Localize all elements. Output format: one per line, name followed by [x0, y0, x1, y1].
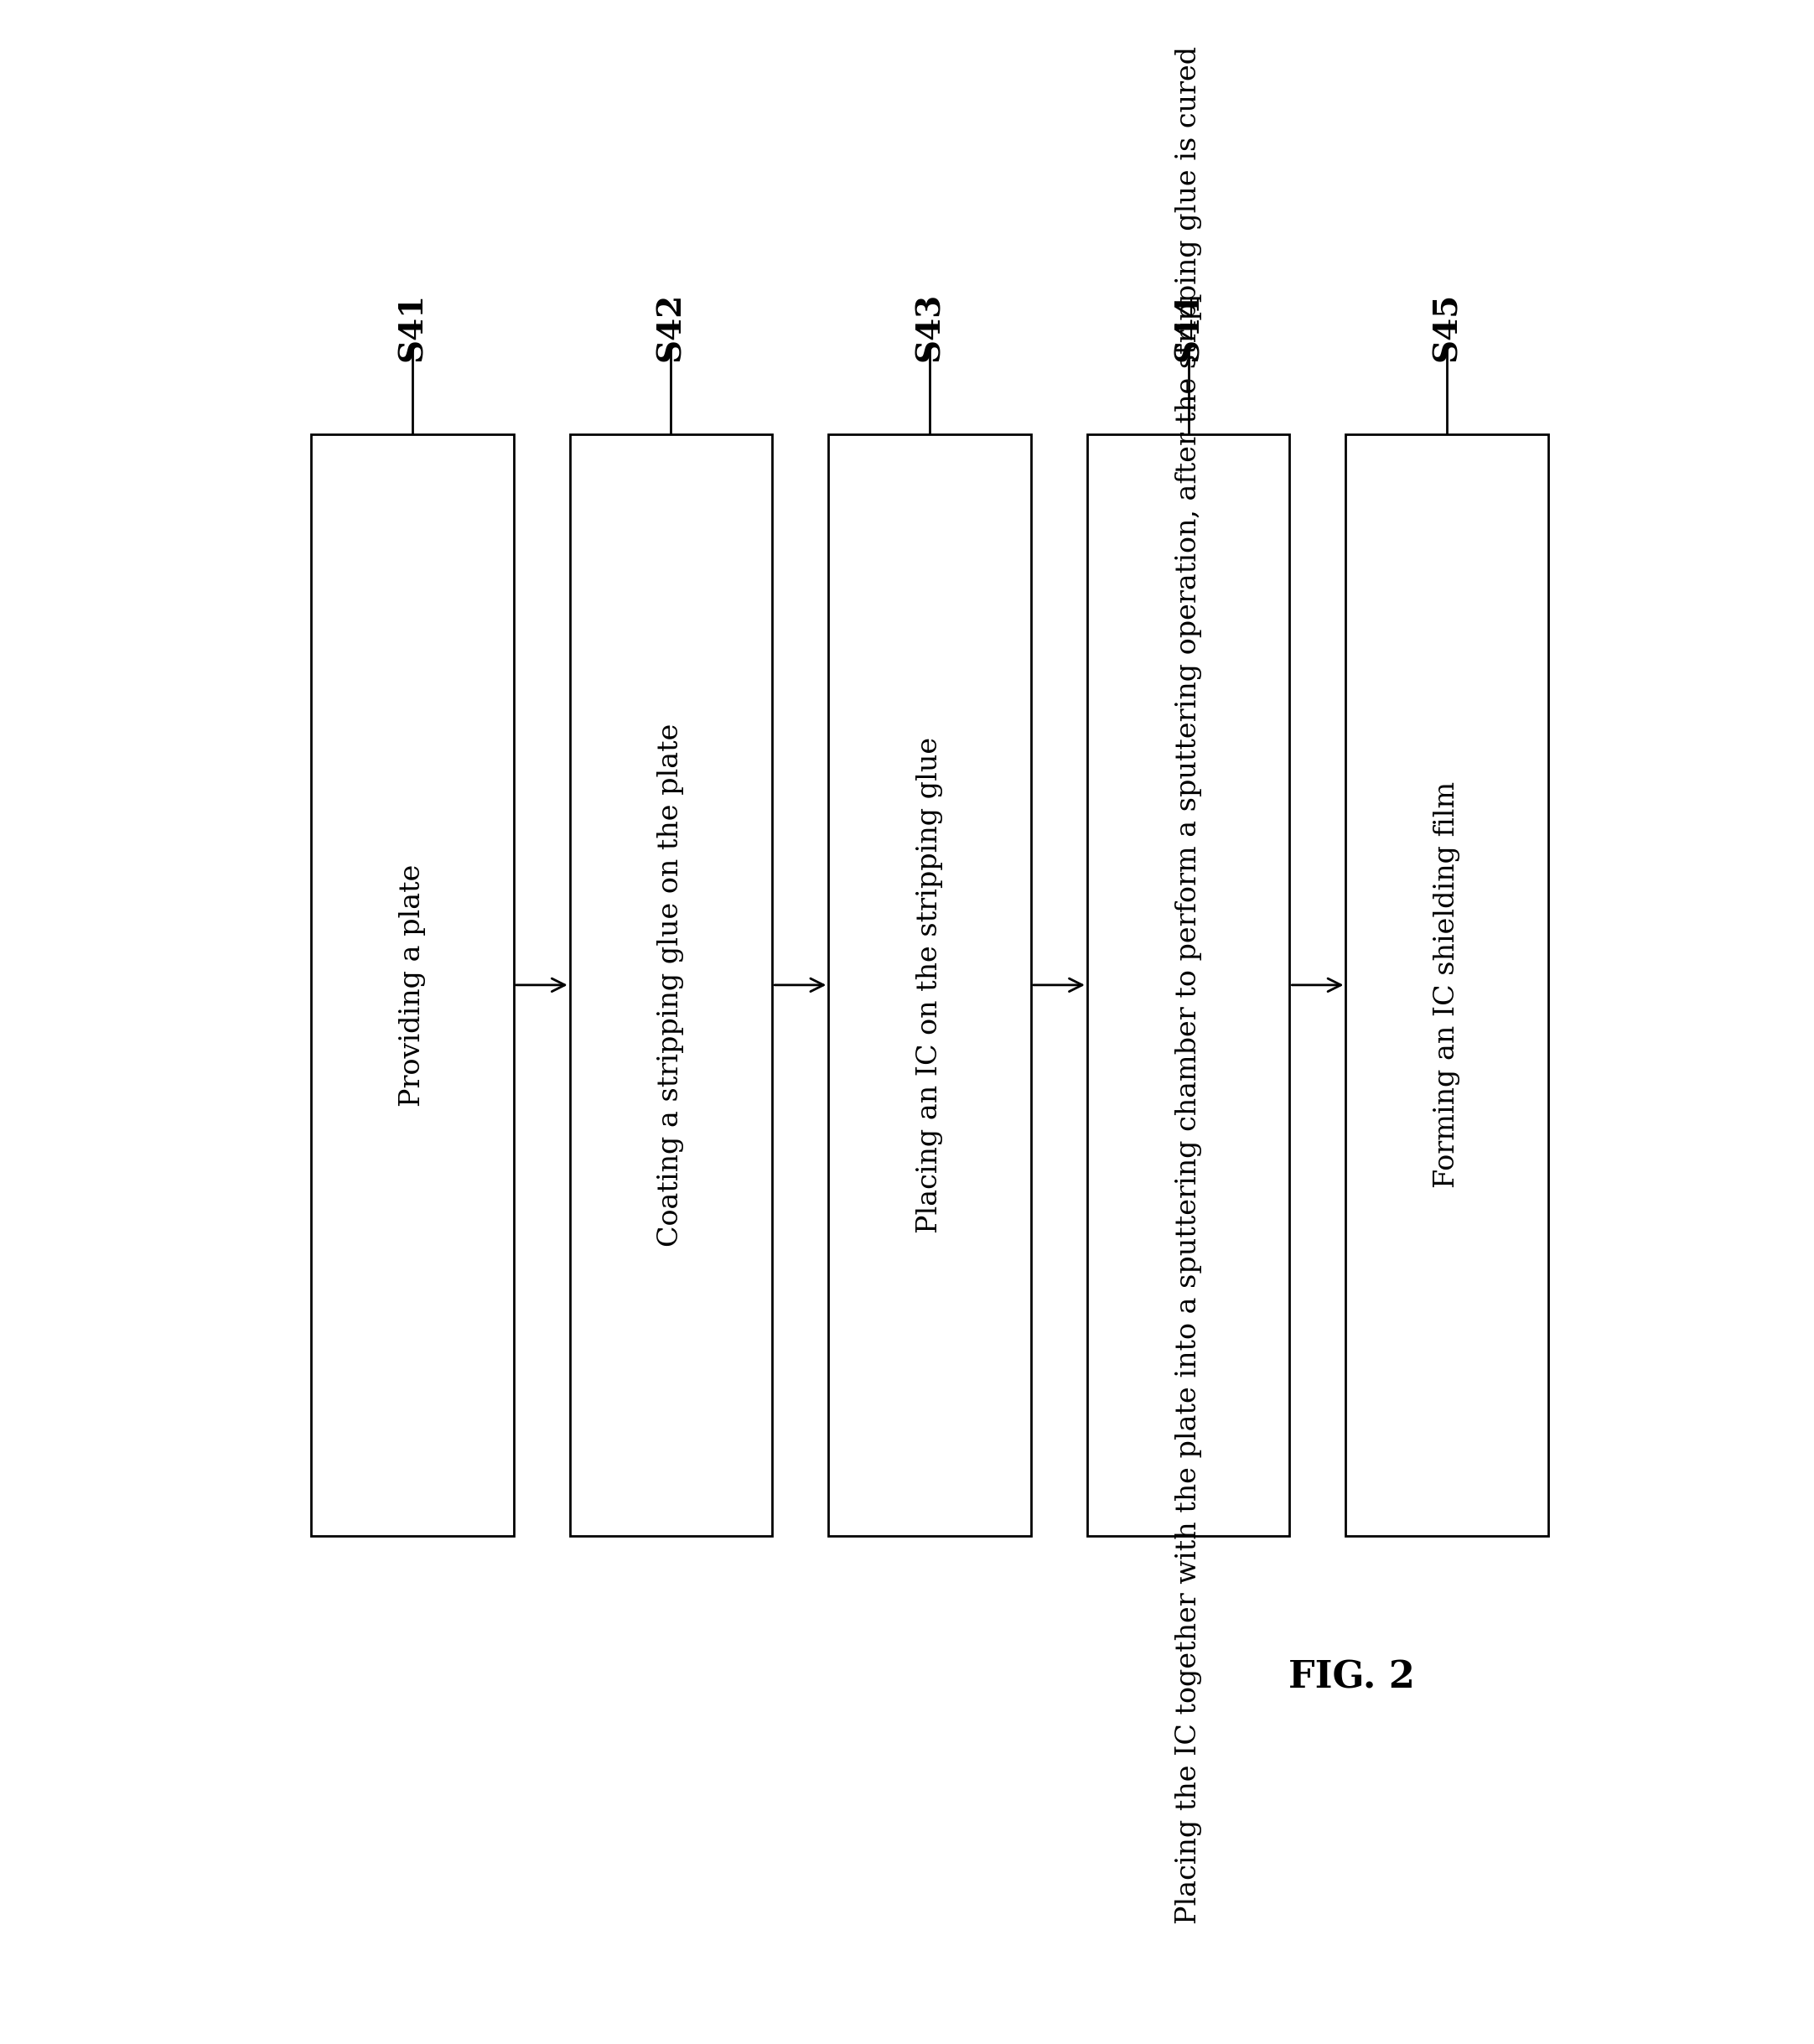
Text: Forming an IC shielding film: Forming an IC shielding film [1433, 781, 1460, 1188]
Text: Coating a stripping glue on the plate: Coating a stripping glue on the plate [658, 724, 684, 1247]
Text: S41: S41 [397, 292, 428, 362]
Text: S43: S43 [914, 292, 945, 362]
Text: Placing the IC together with the plate into a sputtering chamber to perform a sp: Placing the IC together with the plate i… [1175, 45, 1201, 1923]
Text: S44: S44 [1172, 292, 1204, 362]
Text: Providing a plate: Providing a plate [399, 865, 426, 1106]
Text: S42: S42 [655, 292, 688, 362]
Bar [1346, 433, 1547, 1535]
Bar [1087, 433, 1290, 1535]
Bar [570, 433, 773, 1535]
Bar [829, 433, 1030, 1535]
Text: Placing an IC on the stripping glue: Placing an IC on the stripping glue [916, 736, 943, 1233]
Text: FIG. 2: FIG. 2 [1288, 1660, 1415, 1697]
Bar [312, 433, 513, 1535]
Text: S45: S45 [1431, 292, 1462, 362]
